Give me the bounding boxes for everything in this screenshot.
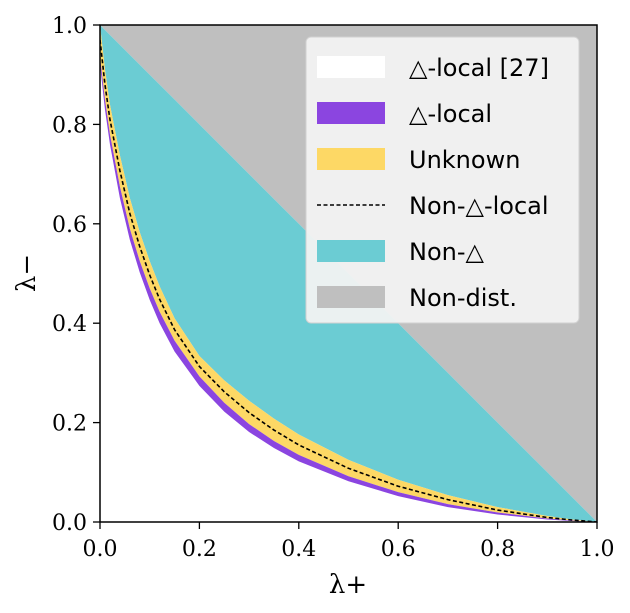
- x-axis-label-text: λ+: [329, 570, 367, 600]
- legend-label-triangle-local: △-local: [409, 100, 492, 128]
- legend-swatch-non-triangle: [317, 240, 385, 262]
- x-tick-label: 0.2: [182, 537, 217, 562]
- y-axis-label: λ−: [12, 254, 42, 292]
- axis-ticks: 0.0 0.2 0.4 0.6 0.8 1.0 0.0 0.2 0.4 0.6 0.8 1.0: [52, 14, 615, 562]
- x-tick-label: 0.0: [83, 537, 118, 562]
- legend-label-unknown: Unknown: [409, 146, 520, 174]
- band-unknown: [100, 25, 597, 522]
- y-tick-label: 0.8: [52, 113, 87, 138]
- legend-swatch-unknown: [317, 148, 385, 170]
- y-axis-label-text: λ−: [12, 254, 42, 292]
- band-triangle-local: [100, 57, 597, 522]
- x-tick-label: 0.4: [281, 537, 316, 562]
- legend-label-non-triangle-local: Non-△-local: [409, 192, 549, 220]
- legend-label-triangle-local-27: △-local [27]: [409, 54, 549, 82]
- legend-swatch-non-dist: [317, 286, 385, 308]
- legend-label-non-triangle: Non-△: [409, 238, 485, 266]
- x-tick-label: 1.0: [580, 537, 615, 562]
- legend-swatch-triangle-local-27: [317, 56, 385, 78]
- line-non-triangle-local: [100, 39, 597, 522]
- y-tick-label: 1.0: [52, 14, 87, 39]
- plot-frame: [99, 24, 598, 523]
- x-tick-label: 0.8: [480, 537, 515, 562]
- legend-label-non-dist: Non-dist.: [409, 284, 517, 312]
- x-axis-label: λ+: [329, 570, 367, 600]
- x-tick-label: 0.6: [381, 537, 416, 562]
- y-tick-label: 0.6: [52, 213, 87, 238]
- y-tick-label: 0.0: [52, 511, 87, 536]
- y-tick-label: 0.4: [52, 312, 87, 337]
- y-tick-label: 0.2: [52, 412, 87, 437]
- legend: △-local [27] △-local Unknown Non-△-local Non…: [305, 36, 580, 324]
- legend-swatch-triangle-local: [317, 102, 385, 124]
